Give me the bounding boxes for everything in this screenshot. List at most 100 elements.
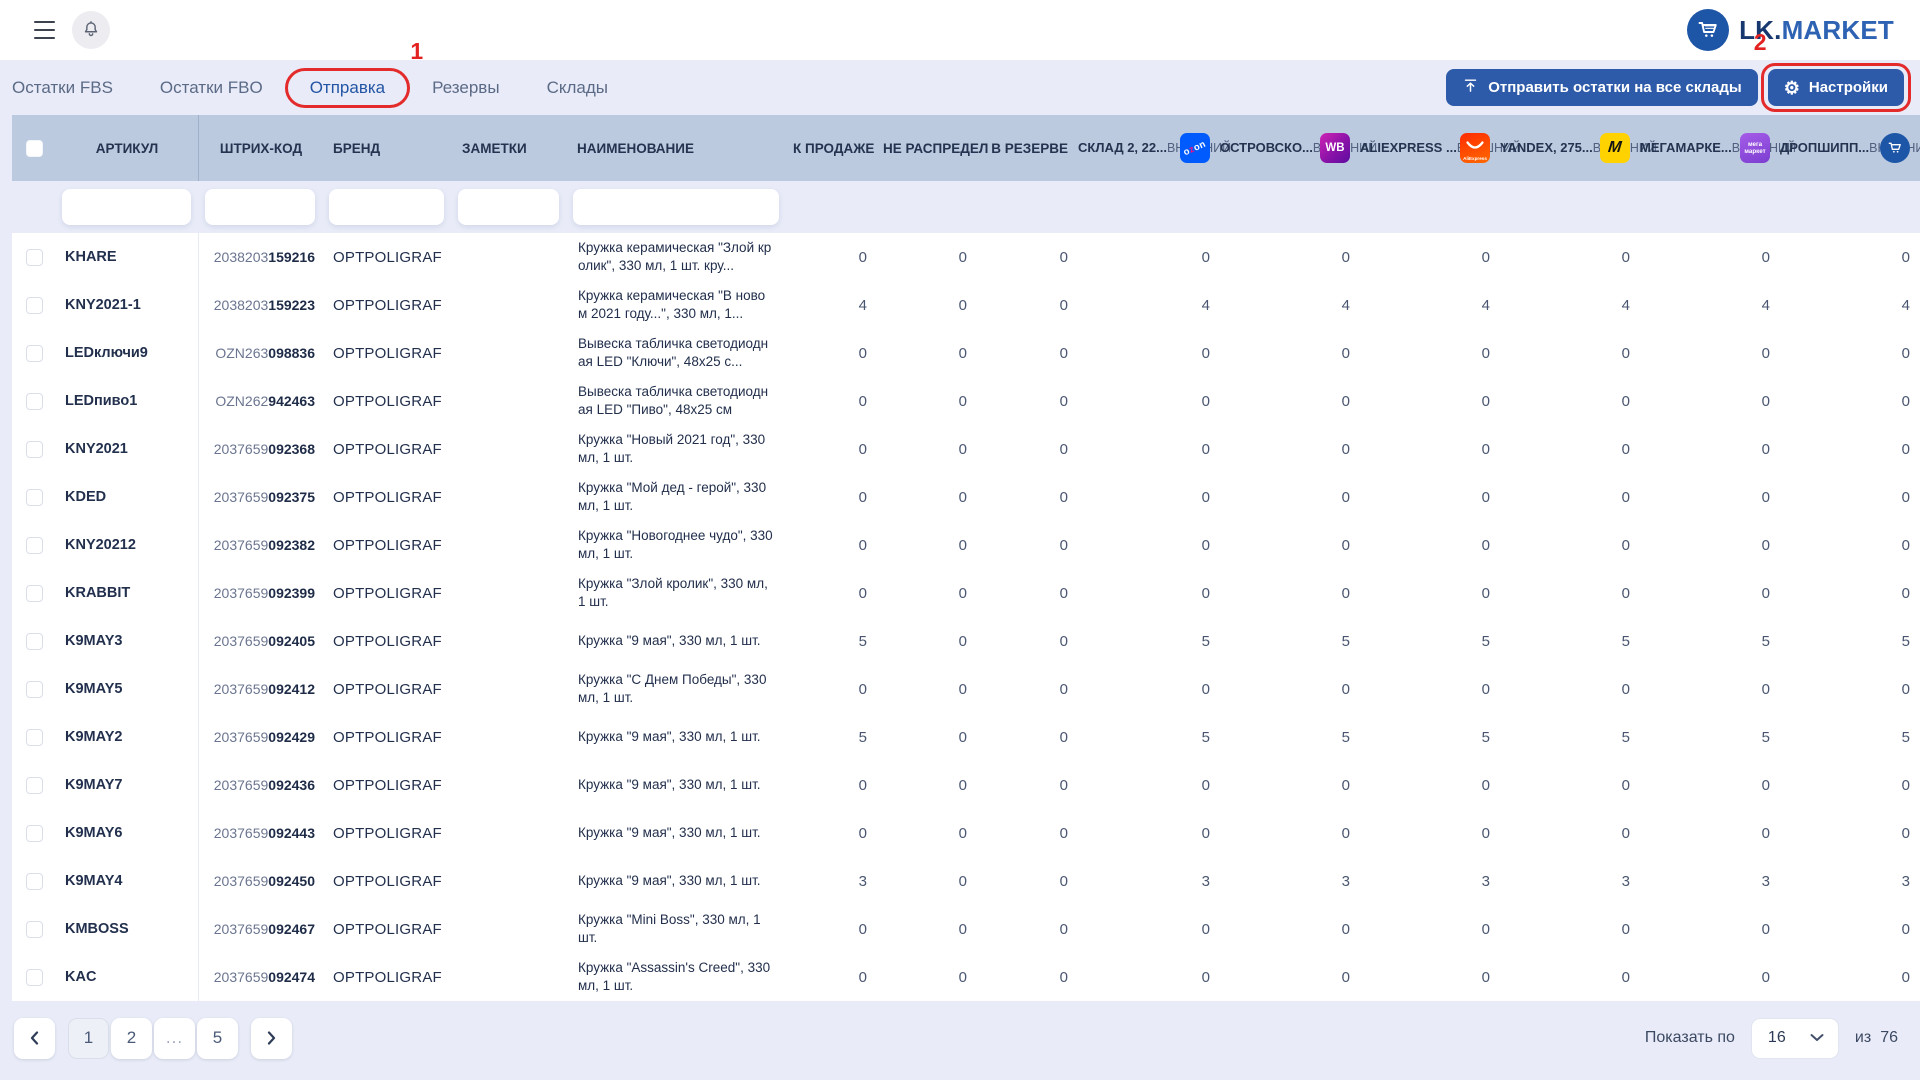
row-checkbox[interactable]: [26, 585, 43, 602]
column-header-warehouse-6: ДРОПШИПП...ВНЕШНИЙ: [1780, 133, 1920, 163]
nav-tab-ostatki-fbs[interactable]: Остатки FBS: [12, 78, 113, 98]
row-name: Кружка "9 мая", 330 мл, 1 шт.: [567, 632, 787, 650]
pagination-page-1[interactable]: 1: [68, 1018, 109, 1059]
row-brand: OPTPOLIGRAF: [323, 297, 452, 314]
nav-tab-label: Остатки FBS: [12, 78, 113, 97]
row-checkbox[interactable]: [26, 537, 43, 554]
row-checkbox[interactable]: [26, 393, 43, 410]
warehouse-header-text: ALIEXPRESS ...ВНЕШНИЙ: [1360, 139, 1452, 157]
row-value-8: 0: [1640, 969, 1780, 986]
pagination-next-button[interactable]: [251, 1018, 292, 1059]
row-checkbox[interactable]: [26, 249, 43, 266]
row-value-8: 0: [1640, 777, 1780, 794]
nav-tab-label: Резервы: [432, 78, 499, 97]
barcode-suffix: 092368: [268, 441, 315, 457]
select-all-checkbox[interactable]: [26, 140, 43, 157]
row-checkbox[interactable]: [26, 969, 43, 986]
dropshipping-icon: [1880, 133, 1910, 163]
row-checkbox[interactable]: [26, 297, 43, 314]
barcode-prefix: 2037659: [214, 969, 269, 985]
nav-tab-sklady[interactable]: Склады: [547, 78, 608, 98]
row-value-6: 5: [1360, 729, 1500, 746]
total-count: из76: [1855, 1029, 1898, 1047]
row-checkbox[interactable]: [26, 633, 43, 650]
table-row: KRABBIT2037659092399OPTPOLIGRAFКружка "З…: [12, 569, 1920, 617]
table-row: K9MAY32037659092405OPTPOLIGRAFКружка "9 …: [12, 617, 1920, 665]
barcode-prefix: 2037659: [214, 873, 269, 889]
row-value-8: 5: [1640, 729, 1780, 746]
filter-article-input[interactable]: [62, 189, 191, 225]
pagination-page-2[interactable]: 2: [111, 1018, 152, 1059]
row-checkbox[interactable]: [26, 345, 43, 362]
row-value-7: 0: [1500, 585, 1640, 602]
row-value-5: 4: [1220, 297, 1360, 314]
row-value-7: 4: [1500, 297, 1640, 314]
row-article: KNY20212: [56, 521, 199, 569]
row-checkbox[interactable]: [26, 489, 43, 506]
pagination-page-5[interactable]: 5: [197, 1018, 238, 1059]
row-checkbox[interactable]: [26, 921, 43, 938]
row-value-3: 0: [977, 537, 1078, 554]
row-name: Кружка "9 мая", 330 мл, 1 шт.: [567, 824, 787, 842]
row-value-9: 0: [1780, 249, 1920, 266]
row-brand: OPTPOLIGRAF: [323, 441, 452, 458]
row-name: Кружка "9 мая", 330 мл, 1 шт.: [567, 872, 787, 890]
notifications-bell-icon[interactable]: [72, 11, 110, 49]
row-checkbox[interactable]: [26, 873, 43, 890]
barcode-suffix: 092467: [268, 921, 315, 937]
warehouse-name: YANDEX, 275...: [1500, 140, 1593, 155]
row-checkbox[interactable]: [26, 729, 43, 746]
table-body: KHARE2038203159216OPTPOLIGRAFКружка кера…: [12, 233, 1920, 1001]
row-brand: OPTPOLIGRAF: [323, 345, 452, 362]
lk-market-logo[interactable]: LK.MARKET: [1687, 9, 1894, 51]
settings-button[interactable]: ⚙ Настройки: [1768, 69, 1904, 106]
app-window: LK.MARKET Остатки FBS Остатки FBO Отправка…: [0, 0, 1920, 1080]
filter-barcode-input[interactable]: [205, 189, 315, 225]
menu-hamburger-icon[interactable]: [34, 21, 58, 39]
row-barcode: 2037659092436: [199, 777, 323, 793]
row-checkbox[interactable]: [26, 681, 43, 698]
row-value-7: 0: [1500, 249, 1640, 266]
nav-tab-ostatki-fbo[interactable]: Остатки FBO: [160, 78, 263, 98]
row-value-5: 0: [1220, 345, 1360, 362]
row-value-1: 0: [787, 681, 877, 698]
row-brand: OPTPOLIGRAF: [323, 969, 452, 986]
row-value-7: 0: [1500, 393, 1640, 410]
row-barcode: 2038203159223: [199, 297, 323, 313]
row-value-1: 0: [787, 345, 877, 362]
row-barcode: OZN263098836: [199, 345, 323, 361]
pagination-prev-button[interactable]: [14, 1018, 55, 1059]
send-stock-all-warehouses-button[interactable]: Отправить остатки на все склады: [1446, 69, 1758, 106]
filter-brand-input[interactable]: [329, 189, 444, 225]
column-header-warehouse-5: МЕГАМАРКЕ...ВНЕШНИЙмегамаркет: [1640, 133, 1780, 163]
row-select-cell: [12, 857, 56, 905]
pagination-ellipsis[interactable]: ...: [154, 1018, 195, 1059]
row-value-3: 0: [977, 873, 1078, 890]
row-value-7: 0: [1500, 969, 1640, 986]
barcode-prefix: 2037659: [214, 585, 269, 601]
row-value-5: 0: [1220, 777, 1360, 794]
row-checkbox[interactable]: [26, 825, 43, 842]
per-page-select[interactable]: 16: [1751, 1018, 1839, 1059]
nav-tab-rezervy[interactable]: Резервы: [432, 78, 499, 98]
row-value-4: 0: [1078, 537, 1220, 554]
table-row: KNY20212037659092368OPTPOLIGRAFКружка "Н…: [12, 425, 1920, 473]
row-name: Кружка "С Днем Победы", 330 мл, 1 шт.: [567, 671, 787, 706]
barcode-suffix: 092436: [268, 777, 315, 793]
row-value-7: 0: [1500, 345, 1640, 362]
row-value-2: 0: [877, 921, 977, 938]
row-value-7: 3: [1500, 873, 1640, 890]
nav-tab-otpravka[interactable]: Отправка1: [310, 78, 385, 98]
row-checkbox[interactable]: [26, 777, 43, 794]
filter-notes-input[interactable]: [458, 189, 559, 225]
row-barcode: 2037659092405: [199, 633, 323, 649]
column-header-in_reserve: В РЕЗЕРВЕ: [977, 141, 1078, 156]
column-header-notes: ЗАМЕТКИ: [452, 141, 567, 156]
row-checkbox[interactable]: [26, 441, 43, 458]
filter-name-input[interactable]: [573, 189, 779, 225]
row-value-1: 0: [787, 777, 877, 794]
column-header-name: НАИМЕНОВАНИЕ: [567, 141, 787, 156]
row-value-9: 3: [1780, 873, 1920, 890]
warehouse-name: ОСТРОВСКО...: [1220, 140, 1313, 155]
row-value-1: 5: [787, 729, 877, 746]
